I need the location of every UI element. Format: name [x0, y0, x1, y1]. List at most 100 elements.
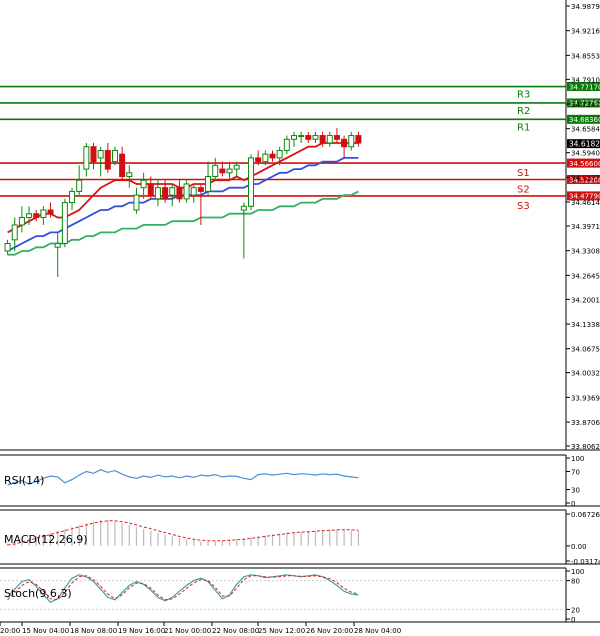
candle [119, 146, 126, 181]
indicator-tick-label: 100 [571, 568, 584, 576]
rsi-label: RSI(14) [4, 474, 44, 487]
price-panel: 34.77170 R3 34.72760 R2 34.68360 R1 34.56600 S1… [0, 0, 600, 451]
candle-body [126, 172, 133, 178]
candle [212, 157, 219, 181]
candle [290, 131, 297, 147]
candle-body [305, 135, 312, 140]
level-price-label: 34.72760 [569, 100, 600, 108]
indicator-tick-label: 0.00 [571, 543, 587, 551]
price-tick-label: 34.79100 [571, 76, 600, 84]
candle [126, 165, 133, 188]
candle [69, 187, 76, 211]
candle-body [190, 187, 197, 196]
candle-body [162, 187, 169, 200]
candle-body [212, 164, 219, 178]
time-tick-label: 20:00 [0, 627, 20, 635]
candle [76, 165, 83, 196]
candle-body [119, 153, 126, 178]
candle-body [4, 243, 11, 252]
candle-body [333, 135, 340, 140]
time-tick-label: 22 Nov 08:00 [212, 627, 259, 635]
candle [26, 206, 33, 225]
level-price-label: 34.68360 [569, 116, 600, 124]
candle-body [83, 146, 90, 170]
price-tick-label: 34.52775 [571, 174, 600, 182]
candle-body [47, 209, 54, 215]
candle [183, 180, 190, 203]
time-tick-label: 25 Nov 12:00 [258, 627, 305, 635]
current-price-label: 34.61826 [569, 139, 600, 148]
stoch-label: Stoch(9,6,3) [4, 587, 72, 600]
candle [319, 131, 326, 147]
price-tick-label: 34.92165 [571, 28, 600, 36]
price-tick-label: 34.85535 [571, 52, 600, 60]
candle [169, 183, 176, 207]
candle [97, 146, 104, 177]
candle-body [104, 149, 111, 170]
candle [341, 135, 348, 158]
macd-panel: 0.067263 0.00 -0.031746 MACD(12,26,9) [0, 509, 600, 566]
candle-body [341, 138, 348, 148]
candle-body [147, 183, 154, 196]
candle-body [18, 216, 25, 226]
level-name-r2: R2 [517, 106, 530, 117]
candle-body [197, 187, 204, 192]
candle-body [298, 135, 305, 138]
time-tick-label: 18 Nov 08:00 [70, 627, 117, 635]
stoch-d-series [7, 575, 359, 601]
candle [162, 180, 169, 203]
candle [355, 131, 362, 147]
level-price-box [567, 174, 600, 184]
time-tick-label: 19 Nov 16:00 [118, 627, 165, 635]
price-tick-label: 34.00320 [571, 370, 600, 378]
candle-body [33, 213, 40, 218]
candle [312, 131, 319, 144]
price-tick-label: 34.98795 [571, 3, 600, 11]
candle [197, 183, 204, 225]
level-price-box [567, 98, 600, 108]
candle [262, 150, 269, 166]
candle [326, 131, 333, 147]
candle [54, 232, 61, 278]
candle-body [255, 157, 262, 163]
candle-body [205, 176, 212, 192]
price-tick-label: 34.72470 [571, 101, 600, 109]
candle-body [219, 168, 226, 174]
candle-body [262, 153, 269, 163]
indicator-tick-label: 30 [571, 487, 580, 495]
candle [226, 161, 233, 181]
candle [333, 128, 340, 144]
candle [348, 131, 355, 151]
pivot-levels: 34.77170 R3 34.72760 R2 34.68360 R1 34.56600 S1… [0, 82, 600, 212]
level-name-s1: S1 [517, 168, 530, 179]
time-tick-label: 21 Nov 00:00 [164, 627, 211, 635]
candle-body [26, 213, 33, 218]
price-tick-label: 34.65840 [571, 126, 600, 134]
time-x-ticks: 20:00 15 Nov 04:00 18 Nov 08:00 19 Nov 16:0… [0, 622, 401, 635]
price-tick-label: 33.80625 [571, 443, 600, 451]
indicator-tick-label: 70 [571, 469, 580, 477]
level-name-s3: S3 [517, 201, 530, 212]
candle-body [226, 168, 233, 174]
price-tick-label: 34.26450 [571, 272, 600, 280]
indicator-tick-label: 80 [571, 578, 580, 586]
candle [133, 187, 140, 214]
rsi-panel: 100 70 30 0 RSI(14) [0, 454, 600, 508]
price-tick-label: 34.59405 [571, 150, 600, 158]
candle [83, 143, 90, 177]
price-tick-label: 34.33080 [571, 248, 600, 256]
level-price-box [567, 158, 600, 168]
candle-body [140, 179, 147, 189]
price-tick-label: 33.87060 [571, 419, 600, 427]
candle-body [176, 187, 183, 200]
candle-body [233, 164, 240, 170]
candle-body [319, 135, 326, 144]
candle [233, 161, 240, 177]
candle-body [54, 243, 61, 248]
candle-body [183, 183, 190, 200]
rsi-line [7, 469, 359, 486]
candle [255, 150, 262, 166]
candle [61, 198, 68, 248]
